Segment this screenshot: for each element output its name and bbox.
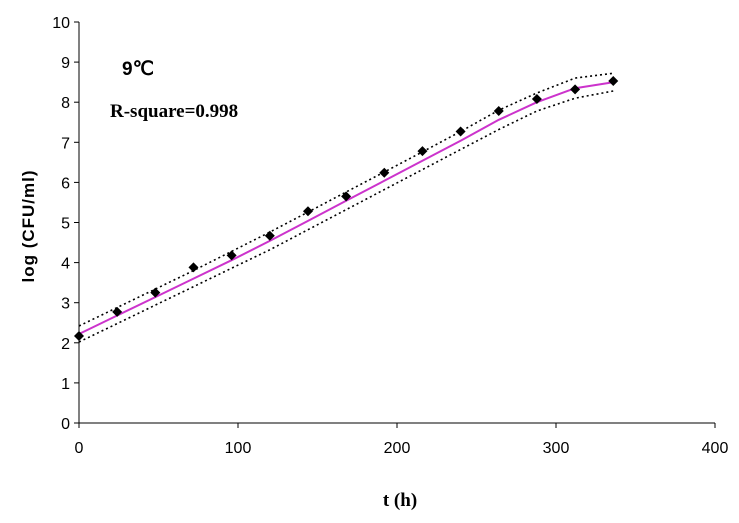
y-tick-label: 5 bbox=[61, 216, 70, 233]
data-point bbox=[493, 106, 504, 117]
x-tick-label: 200 bbox=[384, 440, 411, 457]
temperature-annotation: 9℃ bbox=[122, 59, 154, 80]
x-tick-label: 100 bbox=[225, 440, 252, 457]
x-tick-labels: 0 100 200 300 400 bbox=[75, 440, 729, 457]
y-tick-label: 2 bbox=[61, 336, 70, 353]
data-point bbox=[264, 230, 275, 241]
data-point bbox=[455, 126, 466, 137]
data-points bbox=[74, 75, 619, 341]
x-axis-title: t (h) bbox=[383, 490, 417, 511]
data-point bbox=[188, 262, 199, 273]
y-tick-labels: 0 1 2 3 4 5 6 7 8 9 10 bbox=[52, 15, 70, 433]
data-point bbox=[302, 206, 313, 217]
data-point bbox=[112, 306, 123, 317]
y-tick-label: 0 bbox=[61, 416, 70, 433]
data-point bbox=[74, 330, 84, 341]
data-point bbox=[379, 167, 390, 178]
data-point bbox=[608, 75, 619, 86]
r-square-annotation: R-square=0.998 bbox=[110, 101, 238, 122]
data-point bbox=[341, 191, 352, 202]
x-tick-label: 0 bbox=[75, 440, 84, 457]
y-tick-label: 6 bbox=[61, 175, 70, 192]
y-tick-label: 4 bbox=[61, 256, 70, 273]
x-tick-label: 300 bbox=[543, 440, 570, 457]
x-tick-label: 400 bbox=[702, 440, 729, 457]
y-tick-label: 9 bbox=[61, 55, 70, 72]
y-tick-label: 8 bbox=[61, 95, 70, 112]
data-point bbox=[150, 287, 161, 298]
y-tick-label: 10 bbox=[52, 15, 70, 32]
y-tick-label: 7 bbox=[61, 135, 70, 152]
y-tick-label: 1 bbox=[61, 376, 70, 393]
lower-band-line bbox=[78, 90, 614, 343]
data-point bbox=[531, 93, 542, 104]
data-point bbox=[570, 84, 581, 95]
data-point bbox=[226, 250, 237, 261]
y-axis-title: log (CFU/ml) bbox=[19, 169, 38, 282]
axes bbox=[74, 21, 716, 428]
data-point bbox=[417, 146, 428, 157]
y-tick-label: 3 bbox=[61, 296, 70, 313]
